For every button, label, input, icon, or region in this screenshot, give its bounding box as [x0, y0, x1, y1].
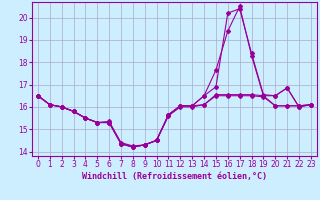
X-axis label: Windchill (Refroidissement éolien,°C): Windchill (Refroidissement éolien,°C) — [82, 172, 267, 181]
